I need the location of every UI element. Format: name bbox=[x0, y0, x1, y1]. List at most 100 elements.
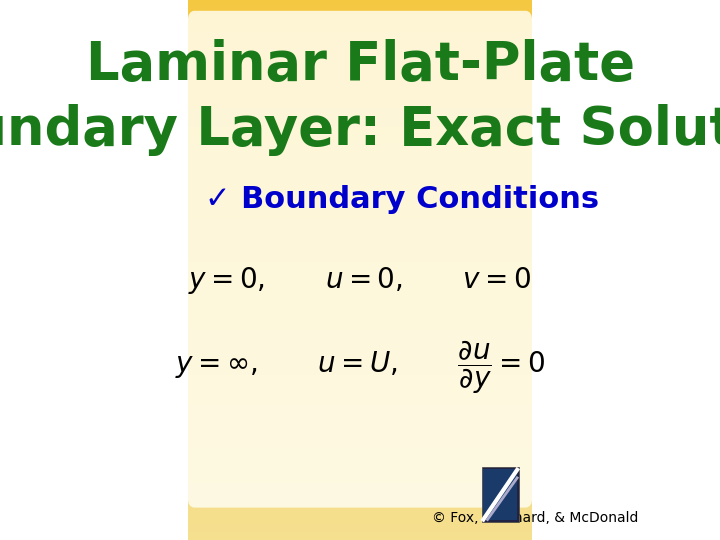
Bar bbox=[188, 491, 532, 494]
Bar bbox=[188, 202, 532, 205]
Bar bbox=[188, 310, 532, 313]
Bar bbox=[188, 462, 532, 464]
Bar bbox=[188, 497, 532, 500]
Bar bbox=[188, 227, 532, 229]
Bar bbox=[188, 521, 532, 524]
Bar bbox=[188, 421, 532, 424]
Bar bbox=[188, 432, 532, 435]
Bar bbox=[188, 505, 532, 508]
Bar bbox=[188, 143, 532, 146]
Bar bbox=[188, 230, 532, 232]
FancyBboxPatch shape bbox=[482, 467, 519, 522]
Bar bbox=[188, 513, 532, 516]
Bar bbox=[188, 416, 532, 418]
Bar bbox=[188, 389, 532, 392]
Bar bbox=[188, 43, 532, 46]
Bar bbox=[188, 475, 532, 478]
Bar bbox=[188, 446, 532, 448]
Bar bbox=[188, 500, 532, 502]
Bar bbox=[188, 68, 532, 70]
Bar bbox=[188, 329, 532, 332]
Bar bbox=[188, 267, 532, 270]
Bar bbox=[188, 351, 532, 354]
Bar bbox=[188, 97, 532, 100]
Bar bbox=[188, 427, 532, 429]
Bar bbox=[188, 332, 532, 335]
Bar bbox=[188, 16, 532, 19]
Bar bbox=[188, 464, 532, 467]
Text: ✓ Boundary Conditions: ✓ Boundary Conditions bbox=[205, 185, 599, 214]
Bar bbox=[188, 472, 532, 475]
Bar bbox=[188, 94, 532, 97]
Bar bbox=[188, 130, 532, 132]
Bar bbox=[188, 197, 532, 200]
Bar bbox=[188, 375, 532, 378]
Bar bbox=[188, 262, 532, 265]
Bar bbox=[188, 429, 532, 432]
Bar bbox=[188, 111, 532, 113]
Bar bbox=[188, 440, 532, 443]
Bar bbox=[188, 76, 532, 78]
Bar bbox=[188, 184, 532, 186]
Bar bbox=[188, 92, 532, 94]
Bar bbox=[188, 324, 532, 327]
Bar bbox=[188, 208, 532, 211]
Bar bbox=[188, 489, 532, 491]
Bar bbox=[188, 59, 532, 62]
Bar bbox=[188, 292, 532, 294]
Bar bbox=[188, 346, 532, 348]
Text: © Fox, Pritchard, & McDonald: © Fox, Pritchard, & McDonald bbox=[433, 511, 639, 525]
Bar bbox=[188, 38, 532, 40]
Bar bbox=[188, 113, 532, 116]
Bar bbox=[188, 284, 532, 286]
Bar bbox=[188, 100, 532, 103]
Bar bbox=[188, 170, 532, 173]
Bar bbox=[188, 73, 532, 76]
Bar bbox=[188, 516, 532, 518]
Bar bbox=[188, 27, 532, 30]
Bar bbox=[188, 32, 532, 35]
Bar bbox=[188, 57, 532, 59]
Bar bbox=[188, 62, 532, 65]
Bar bbox=[188, 524, 532, 526]
Bar bbox=[188, 437, 532, 440]
Bar bbox=[188, 410, 532, 413]
Bar bbox=[188, 157, 532, 159]
Bar bbox=[188, 451, 532, 454]
Bar bbox=[188, 148, 532, 151]
Bar bbox=[188, 300, 532, 302]
Text: Boundary Layer: Exact Solution: Boundary Layer: Exact Solution bbox=[0, 104, 720, 156]
Bar bbox=[188, 483, 532, 486]
Bar bbox=[188, 8, 532, 11]
Bar bbox=[188, 297, 532, 300]
Bar bbox=[188, 443, 532, 445]
Bar bbox=[188, 343, 532, 346]
Bar bbox=[188, 211, 532, 213]
Bar bbox=[188, 378, 532, 381]
Bar bbox=[188, 132, 532, 135]
Bar bbox=[188, 456, 532, 459]
Bar bbox=[188, 408, 532, 410]
Bar bbox=[188, 154, 532, 157]
Bar bbox=[188, 108, 532, 111]
Bar bbox=[188, 162, 532, 165]
Bar bbox=[188, 454, 532, 456]
Bar bbox=[188, 246, 532, 248]
Bar bbox=[188, 338, 532, 340]
Bar bbox=[188, 46, 532, 49]
Bar bbox=[188, 289, 532, 292]
Bar bbox=[188, 213, 532, 216]
Bar bbox=[188, 219, 532, 221]
Bar bbox=[188, 54, 532, 57]
Bar bbox=[188, 508, 532, 510]
Bar bbox=[188, 49, 532, 51]
Bar bbox=[188, 194, 532, 197]
Bar bbox=[188, 327, 532, 329]
Bar bbox=[188, 200, 532, 202]
Bar bbox=[188, 140, 532, 143]
Bar bbox=[188, 167, 532, 170]
Bar bbox=[188, 321, 532, 324]
Bar bbox=[188, 235, 532, 238]
FancyBboxPatch shape bbox=[188, 11, 532, 508]
Bar bbox=[188, 224, 532, 227]
